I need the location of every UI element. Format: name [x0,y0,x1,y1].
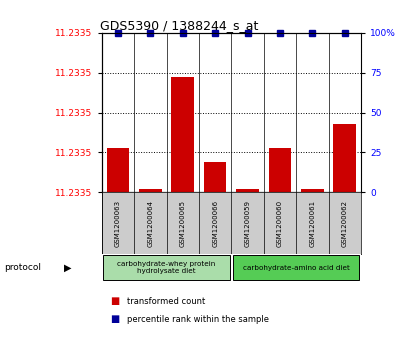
Text: GDS5390 / 1388244_s_at: GDS5390 / 1388244_s_at [100,19,258,32]
Text: GSM1200064: GSM1200064 [147,200,153,247]
Bar [171,77,194,192]
Bar [334,124,356,192]
Bar [301,189,324,192]
Text: GSM1200066: GSM1200066 [212,200,218,247]
Bar [236,189,259,192]
Text: GSM1200059: GSM1200059 [244,200,251,247]
Text: GSM1200062: GSM1200062 [342,200,348,247]
Bar [139,189,162,192]
Text: ■: ■ [110,296,119,306]
Text: GSM1200060: GSM1200060 [277,200,283,247]
Text: GSM1200065: GSM1200065 [180,200,186,247]
Text: ▶: ▶ [64,263,72,273]
Text: GSM1200061: GSM1200061 [310,200,315,247]
Text: carbohydrate-amino acid diet: carbohydrate-amino acid diet [243,265,350,271]
Text: percentile rank within the sample: percentile rank within the sample [127,315,269,324]
FancyBboxPatch shape [103,256,230,280]
Text: GSM1200063: GSM1200063 [115,200,121,247]
Text: carbohydrate-whey protein
hydrolysate diet: carbohydrate-whey protein hydrolysate di… [117,261,216,274]
Text: ■: ■ [110,314,119,325]
Bar [107,148,129,192]
FancyBboxPatch shape [233,256,359,280]
Bar [269,148,291,192]
Bar [204,162,227,192]
Text: protocol: protocol [4,263,41,272]
Text: transformed count: transformed count [127,297,205,306]
